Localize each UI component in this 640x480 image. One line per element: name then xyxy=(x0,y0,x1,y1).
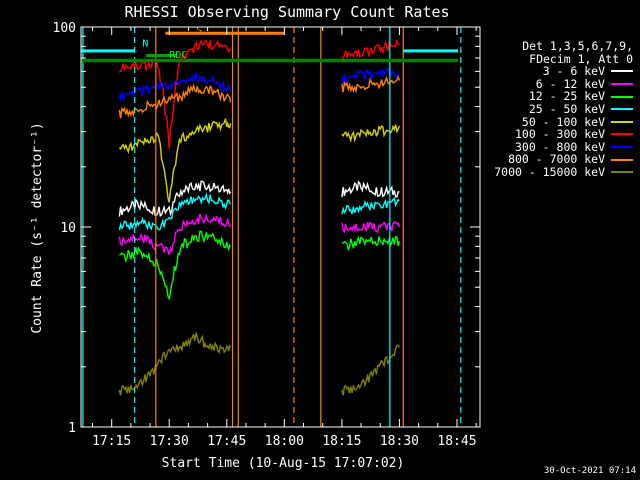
x-tick-label-1: 17:15 xyxy=(92,434,131,449)
legend-swatch xyxy=(611,70,633,73)
legend-entry-8: 800 - 7000 keV xyxy=(478,153,633,166)
series-line-9-segment-1 xyxy=(118,332,232,396)
legend-label: 100 - 300 keV xyxy=(514,127,605,142)
legend-label: 25 - 50 keV xyxy=(528,101,605,116)
legend-label: 300 - 800 keV xyxy=(514,139,605,154)
legend-label: 7000 - 15000 keV xyxy=(494,164,605,179)
legend-label: 50 - 100 keV xyxy=(521,114,605,129)
legend-swatch xyxy=(611,171,633,174)
series-line-6-segment-1 xyxy=(118,39,232,149)
legend-entry-7: 300 - 800 keV xyxy=(478,141,633,154)
series-line-1-segment-1 xyxy=(118,180,232,217)
legend-swatch xyxy=(611,95,633,98)
legend-header-line-1: Det 1,3,5,6,7,9, xyxy=(522,39,633,53)
annotation-s: S xyxy=(196,25,202,36)
legend-entry-4: 25 - 50 keV xyxy=(478,103,633,116)
legend-header-line-2: FDecim 1, Att 0 xyxy=(529,51,633,66)
legend-entry-1: 3 - 6 keV xyxy=(478,65,633,78)
legend-swatch xyxy=(611,108,633,111)
legend-swatch xyxy=(611,120,633,123)
y-tick-label-2: 10 xyxy=(60,221,76,236)
x-tick-label-4: 18:00 xyxy=(265,434,304,449)
legend-entry-2: 6 - 12 keV xyxy=(478,78,633,91)
legend-entry-3: 12 - 25 keV xyxy=(478,90,633,103)
y-tick-label-3: 100 xyxy=(53,21,76,36)
x-tick-label-5: 18:15 xyxy=(322,434,361,449)
legend-entry-9: 7000 - 15000 keV xyxy=(478,166,633,179)
legend-label: 12 - 25 keV xyxy=(528,89,605,104)
legend-label: 3 - 6 keV xyxy=(542,64,605,79)
legend: Det 1,3,5,6,7,9, FDecim 1, Att 0 3 - 6 k… xyxy=(478,40,633,179)
legend-swatch xyxy=(611,83,633,86)
legend-swatch xyxy=(611,158,633,161)
series-line-3-segment-1 xyxy=(119,230,232,301)
legend-entries: 3 - 6 keV 6 - 12 keV 12 - 25 keV 25 - 50 ke… xyxy=(478,65,633,178)
legend-swatch xyxy=(611,146,633,149)
series-line-8-segment-1 xyxy=(118,83,232,119)
y-tick-label-1: 1 xyxy=(68,421,76,436)
chart-title: RHESSI Observing Summary Count Rates xyxy=(124,3,449,21)
y-axis-label: Count Rate (s⁻¹ detector⁻¹) xyxy=(30,122,45,333)
annotation-n: N xyxy=(142,38,148,49)
legend-entry-5: 50 - 100 keV xyxy=(478,114,633,129)
series-line-4-segment-1 xyxy=(118,191,232,231)
x-tick-label-7: 18:45 xyxy=(437,434,476,449)
series-line-2-segment-1 xyxy=(118,212,232,255)
plot-area: N RDC S xyxy=(81,25,462,427)
annotation-rdc: RDC xyxy=(169,50,187,61)
x-axis-label: Start Time (10-Aug-15 17:07:02) xyxy=(162,456,405,471)
x-tick-label-6: 18:30 xyxy=(380,434,419,449)
legend-label: 800 - 7000 keV xyxy=(508,152,605,167)
series-line-5-segment-1 xyxy=(118,118,232,203)
series-line-7-segment-1 xyxy=(118,72,232,102)
axes: 17:15 17:30 17:45 18:00 18:15 18:30 18:45 1 10 10… xyxy=(53,21,481,449)
footer-date: 30-Oct-2021 07:14 xyxy=(543,466,636,476)
legend-swatch xyxy=(611,133,633,136)
legend-entry-6: 100 - 300 keV xyxy=(478,128,633,141)
x-tick-label-2: 17:30 xyxy=(150,434,189,449)
legend-label: 6 - 12 keV xyxy=(535,76,605,91)
x-tick-label-3: 17:45 xyxy=(207,434,246,449)
